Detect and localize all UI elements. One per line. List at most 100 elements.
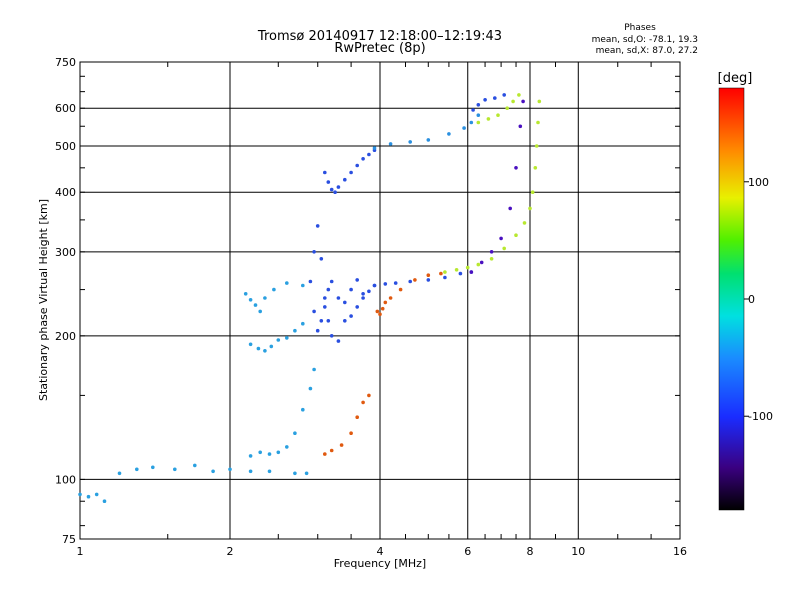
data-point (355, 278, 360, 282)
data-point (375, 309, 380, 314)
data-point (267, 469, 272, 474)
data-point (443, 275, 447, 280)
data-point (151, 465, 155, 470)
data-point (476, 103, 481, 107)
data-point (393, 281, 398, 285)
data-point (326, 287, 331, 292)
data-point (326, 319, 331, 323)
data-point (248, 469, 253, 474)
data-point (304, 471, 309, 476)
data-point (517, 93, 521, 97)
data-point (514, 233, 518, 237)
data-point (173, 467, 177, 472)
data-point (329, 187, 334, 192)
data-point (323, 170, 327, 175)
data-point (326, 180, 331, 184)
x-tick-label: 2 (227, 545, 234, 558)
data-point (248, 298, 253, 302)
x-tick-label: 10 (571, 545, 585, 558)
data-point (263, 349, 267, 353)
data-point (323, 452, 327, 456)
data-point (343, 177, 347, 182)
colorbar-label: [deg] (718, 71, 753, 86)
data-point (243, 292, 248, 296)
data-point (514, 166, 518, 170)
data-point (361, 292, 365, 296)
phases-x-stats: mean, sd,X: 87.0, 27.2 (596, 46, 698, 56)
data-point (329, 279, 334, 284)
data-point (426, 138, 431, 142)
data-point (408, 140, 413, 144)
data-point (258, 309, 263, 314)
data-point (94, 492, 99, 497)
data-point (248, 342, 253, 347)
data-point (465, 265, 470, 270)
x-tick-label: 16 (673, 545, 687, 558)
y-tick-label: 300 (55, 246, 76, 259)
data-point (117, 471, 122, 476)
y-tick-label: 500 (55, 140, 76, 153)
data-point (319, 319, 324, 323)
y-tick-label: 750 (55, 56, 76, 69)
data-point (534, 144, 539, 148)
data-point (301, 321, 305, 326)
grid-lines (80, 62, 680, 539)
data-point (263, 296, 267, 300)
data-point (343, 319, 347, 323)
data-point (258, 450, 263, 455)
x-axis-label: Frequency [MHz] (334, 557, 426, 570)
y-tick-label: 400 (55, 186, 76, 199)
data-point (301, 283, 305, 288)
data-point (530, 190, 535, 194)
data-point (349, 170, 353, 175)
data-point (349, 287, 353, 292)
data-point (383, 300, 388, 305)
data-point (499, 236, 503, 241)
chart-subtitle: RwPretec (8p) (334, 41, 425, 56)
data-point (522, 221, 527, 225)
data-point (536, 120, 540, 125)
data-point (380, 306, 385, 311)
data-point (486, 117, 491, 121)
data-point (367, 289, 371, 294)
data-point (86, 494, 91, 499)
phases-o-stats: mean, sd,O: -78.1, 19.3 (592, 35, 698, 45)
data-point (285, 445, 289, 449)
colorbar (718, 87, 745, 511)
data-point (408, 279, 413, 284)
data-point (336, 339, 341, 343)
data-point (447, 132, 451, 136)
colorbar-ticks: 100 0 -100 (744, 176, 773, 423)
data-point (228, 467, 232, 472)
data-point (333, 190, 337, 194)
data-point (439, 271, 443, 276)
data-point (355, 163, 360, 168)
data-point (323, 305, 327, 309)
data-point (476, 262, 481, 267)
data-point (388, 142, 393, 146)
data-point (285, 336, 289, 340)
data-point (315, 224, 320, 228)
y-tick-label: 100 (55, 473, 76, 486)
data-point (329, 448, 334, 453)
data-point (367, 393, 371, 398)
data-point (511, 99, 515, 104)
x-tick-label: 1 (77, 545, 84, 558)
data-point (315, 328, 320, 333)
data-point (489, 257, 494, 261)
data-point (308, 386, 313, 391)
data-point (521, 99, 525, 104)
data-point (349, 314, 353, 318)
data-point (135, 467, 139, 472)
data-point (276, 450, 281, 455)
data-point (293, 471, 297, 476)
axis-ticks: 1 2 4 6 8 10 16 75 100 200 300 400 500 600 750 (55, 56, 687, 558)
data-point (336, 185, 341, 189)
data-point (502, 246, 507, 251)
x-tick-label: 6 (464, 545, 471, 558)
data-point (276, 338, 281, 342)
colorbar-tick-label: 100 (748, 176, 769, 189)
data-point (308, 279, 313, 284)
data-point (256, 346, 261, 351)
